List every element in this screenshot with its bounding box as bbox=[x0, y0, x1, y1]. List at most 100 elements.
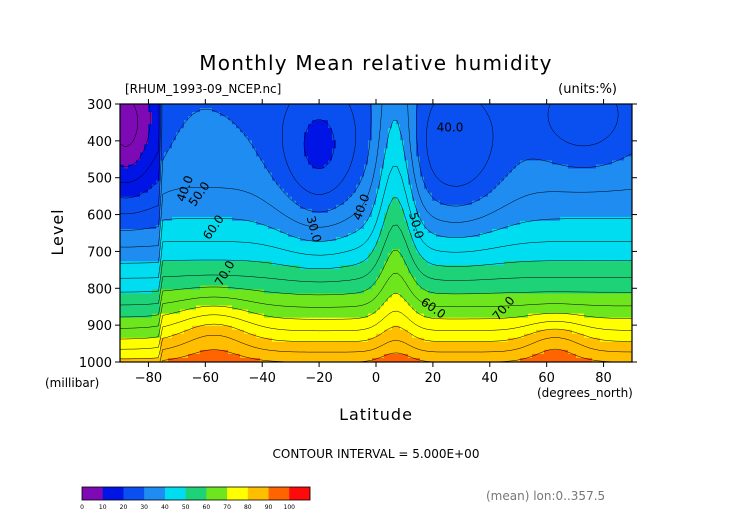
contour-cell bbox=[184, 196, 189, 202]
contour-cell bbox=[392, 212, 397, 218]
contour-cell bbox=[288, 345, 293, 351]
contour-cell bbox=[352, 349, 357, 355]
contour-cell bbox=[136, 172, 141, 178]
contour-cell bbox=[404, 184, 409, 190]
contour-cell bbox=[184, 325, 189, 331]
contour-cell bbox=[424, 168, 429, 174]
contour-cell bbox=[284, 160, 289, 166]
contour-cell bbox=[232, 192, 237, 198]
contour-cell bbox=[172, 220, 177, 226]
contour-cell bbox=[204, 237, 209, 242]
contour-cell bbox=[268, 333, 273, 339]
contour-cell bbox=[416, 233, 421, 238]
contour-cell bbox=[128, 196, 133, 202]
contour-cell bbox=[276, 156, 281, 162]
contour-cell bbox=[132, 200, 137, 206]
contour-cell bbox=[200, 285, 205, 291]
contour-cell bbox=[348, 309, 353, 315]
contour-cell bbox=[364, 204, 369, 210]
contour-cell bbox=[244, 160, 249, 166]
contour-cell bbox=[124, 301, 129, 307]
contour-cell bbox=[196, 249, 201, 254]
contour-cell bbox=[128, 144, 133, 149]
contour-cell bbox=[252, 180, 257, 186]
contour-cell bbox=[156, 261, 161, 266]
contour-cell bbox=[284, 148, 289, 153]
contour-cell bbox=[320, 156, 325, 162]
contour-cell bbox=[324, 345, 329, 351]
contour-cell bbox=[236, 228, 241, 234]
contour-cell bbox=[176, 297, 181, 303]
contour-cell bbox=[208, 289, 213, 295]
contour-cell bbox=[216, 208, 221, 214]
contour-cell bbox=[252, 297, 257, 303]
contour-cell bbox=[360, 313, 365, 319]
contour-cell bbox=[184, 353, 189, 359]
contour-cell bbox=[380, 237, 385, 242]
contour-cell bbox=[292, 212, 297, 218]
contour-cell bbox=[232, 309, 237, 315]
contour-cell bbox=[124, 253, 129, 258]
contour-cell bbox=[252, 293, 257, 299]
contour-cell bbox=[168, 148, 173, 153]
contour-cell bbox=[420, 341, 425, 347]
contour-cell bbox=[304, 329, 309, 335]
contour-cell bbox=[260, 224, 265, 230]
contour-cell bbox=[296, 128, 301, 133]
contour-cell bbox=[424, 164, 429, 170]
contour-cell bbox=[412, 224, 417, 230]
contour-cell bbox=[300, 124, 305, 129]
contour-cell bbox=[156, 104, 161, 109]
contour-cell bbox=[176, 104, 181, 109]
contour-cell bbox=[120, 257, 125, 262]
contour-cell bbox=[204, 325, 209, 331]
contour-cell bbox=[140, 140, 145, 145]
contour-cell bbox=[316, 277, 321, 282]
contour-cell bbox=[316, 220, 321, 226]
contour-cell bbox=[368, 128, 373, 133]
contour-cell bbox=[296, 233, 301, 238]
contour-cell bbox=[336, 293, 341, 299]
contour-cell bbox=[336, 128, 341, 133]
contour-cell bbox=[408, 325, 413, 331]
contour-cell bbox=[244, 152, 249, 158]
contour-cell bbox=[392, 349, 397, 355]
contour-cell bbox=[244, 188, 249, 194]
contour-cell bbox=[348, 277, 353, 282]
contour-cell bbox=[348, 220, 353, 226]
contour-cell bbox=[328, 132, 333, 137]
contour-cell bbox=[332, 233, 337, 238]
contour-cell bbox=[408, 265, 413, 270]
contour-cell bbox=[268, 341, 273, 347]
contour-cell bbox=[412, 253, 417, 258]
contour-cell bbox=[344, 212, 349, 218]
contour-cell bbox=[192, 156, 197, 162]
contour-cell bbox=[212, 152, 217, 158]
contour-cell bbox=[228, 148, 233, 153]
contour-cell bbox=[256, 289, 261, 295]
contour-cell bbox=[312, 112, 317, 117]
contour-cell bbox=[224, 273, 229, 278]
contour-cell bbox=[284, 164, 289, 170]
contour-cell bbox=[212, 180, 217, 186]
contour-cell bbox=[316, 237, 321, 242]
contour-cell bbox=[332, 249, 337, 254]
contour-cell bbox=[188, 317, 193, 323]
contour-cell bbox=[216, 124, 221, 129]
contour-cell bbox=[208, 249, 213, 254]
contour-cell bbox=[184, 216, 189, 222]
contour-cell bbox=[252, 220, 257, 226]
contour-cell bbox=[136, 108, 141, 113]
contour-cell bbox=[156, 245, 161, 250]
contour-cell bbox=[288, 184, 293, 190]
contour-cell bbox=[180, 160, 185, 166]
contour-cell bbox=[424, 124, 429, 129]
contour-cell bbox=[400, 132, 405, 137]
contour-cell bbox=[228, 337, 233, 343]
contour-cell bbox=[304, 293, 309, 299]
contour-cell bbox=[308, 148, 313, 153]
contour-cell bbox=[248, 144, 253, 149]
contour-cell bbox=[388, 333, 393, 339]
contour-cell bbox=[284, 249, 289, 254]
contour-cell bbox=[132, 172, 137, 178]
